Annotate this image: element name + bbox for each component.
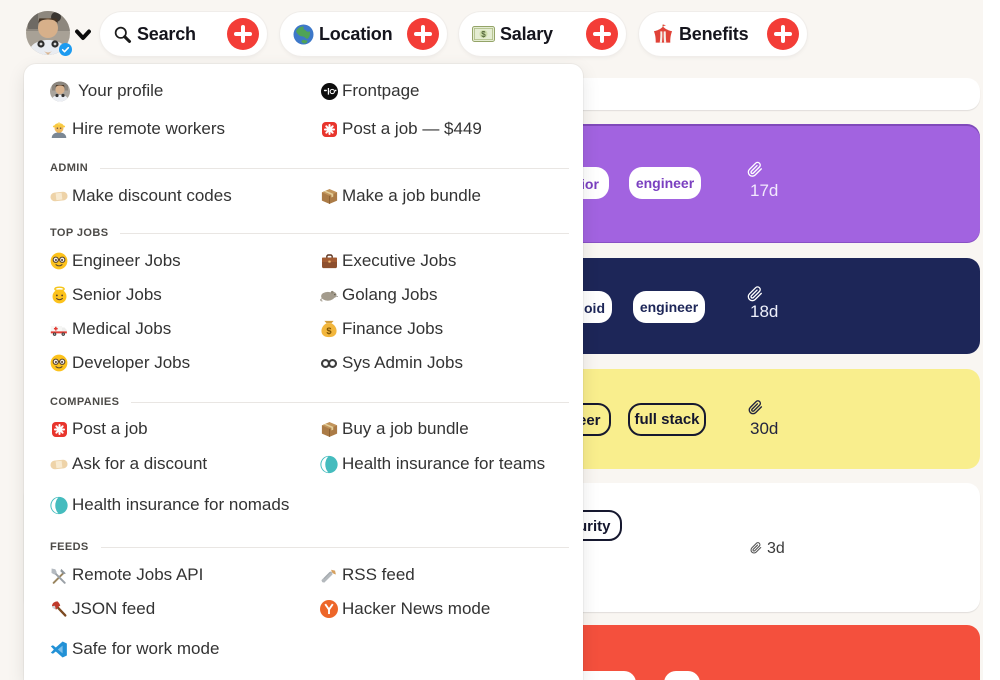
svg-text:$: $ xyxy=(326,326,332,336)
svg-text:$: $ xyxy=(481,30,486,39)
